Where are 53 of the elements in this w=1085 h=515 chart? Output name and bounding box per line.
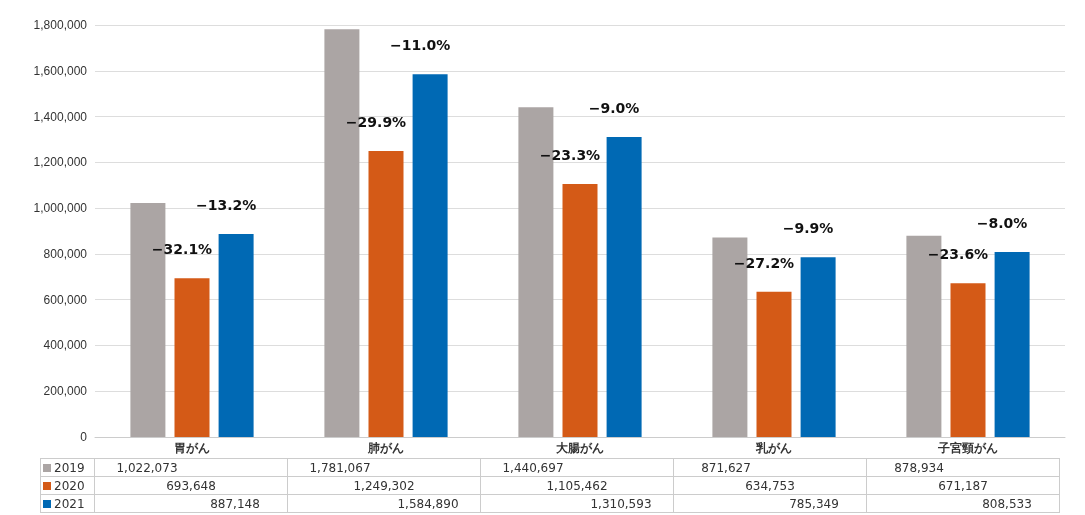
data-label: 808,533 <box>982 496 1032 511</box>
annotation: −8.0% <box>976 214 1028 231</box>
data-label: 634,753 <box>745 478 795 493</box>
legend-label: 2020 <box>40 476 95 495</box>
annotation: −9.0% <box>588 100 640 117</box>
x-tick-label: 子宮頸がん <box>937 441 998 455</box>
x-tick-label: 乳がん <box>755 441 792 455</box>
annotation: −23.6% <box>927 246 989 263</box>
legend-label: 2019 <box>40 458 95 477</box>
x-tick-label: 肺がん <box>367 441 404 455</box>
y-tick-label: 1,800,000 <box>33 18 88 32</box>
data-label: 1,105,462 <box>546 478 608 493</box>
annotation: −27.2% <box>733 254 795 271</box>
y-tick-label: 600,000 <box>43 292 88 307</box>
bar <box>174 278 210 437</box>
data-label: 693,648 <box>166 478 216 493</box>
y-tick-label: 1,200,000 <box>33 155 88 170</box>
annotation: −32.1% <box>151 241 213 258</box>
annotation: −9.9% <box>782 220 834 237</box>
y-tick-label: 1,000,000 <box>33 201 88 216</box>
data-label: 1,022,073 <box>116 460 178 475</box>
annotation: −23.3% <box>539 146 601 163</box>
data-label: 1,584,890 <box>397 496 459 511</box>
bar <box>756 291 792 437</box>
bar <box>562 183 598 437</box>
bar <box>994 251 1030 437</box>
bar <box>606 137 642 437</box>
data-label: 1,440,697 <box>502 460 564 475</box>
data-label: 1,781,067 <box>309 460 371 475</box>
data-label: 671,187 <box>938 478 988 493</box>
y-tick-label: 0 <box>80 430 88 444</box>
bar <box>412 74 448 437</box>
data-label: 1,249,302 <box>353 478 415 493</box>
legend-label: 2021 <box>40 494 95 513</box>
annotation: −13.2% <box>195 196 257 213</box>
data-label: 1,310,593 <box>590 496 652 511</box>
bar <box>218 233 254 437</box>
data-label: 887,148 <box>210 496 260 511</box>
bar <box>950 283 986 437</box>
y-tick-label: 800,000 <box>43 246 88 261</box>
y-tick-label: 1,400,000 <box>33 109 88 124</box>
annotation: −29.9% <box>345 114 407 131</box>
annotation: −11.0% <box>389 37 451 54</box>
x-tick-label: 大腸がん <box>556 441 604 455</box>
y-tick-label: 1,600,000 <box>33 63 88 78</box>
bar <box>800 257 836 437</box>
y-tick-label: 400,000 <box>43 338 88 353</box>
data-label: 785,349 <box>789 496 839 511</box>
bar <box>368 151 404 437</box>
data-label: 878,934 <box>894 460 944 475</box>
data-label: 871,627 <box>701 460 751 475</box>
y-tick-label: 200,000 <box>43 384 88 399</box>
x-tick-label: 胃がん <box>174 441 210 455</box>
